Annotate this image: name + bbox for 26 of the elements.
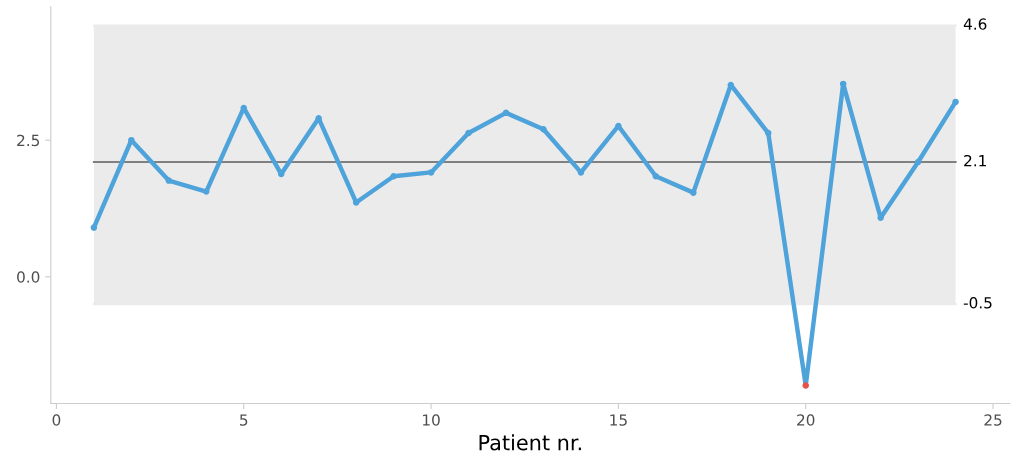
point [914, 158, 922, 166]
x-tick-label: 10 [423, 414, 440, 426]
point [540, 125, 547, 133]
x-tick-label: 25 [984, 414, 1002, 426]
x-axis-title: Patient nr. [479, 434, 581, 451]
x-tick-label: 15 [610, 414, 627, 426]
point [427, 169, 435, 176]
point [90, 224, 98, 231]
point [465, 129, 472, 137]
point [952, 98, 959, 106]
point [690, 189, 697, 196]
ref-line-label: 2.1 [964, 154, 986, 167]
x-tick-label: 20 [797, 414, 815, 426]
point [652, 172, 660, 180]
y-tick-label: 0.0 [17, 271, 40, 283]
point [765, 129, 772, 137]
point [802, 382, 809, 389]
x-tick-label: 5 [240, 414, 248, 426]
point [165, 177, 173, 184]
ref-line-label: 4.6 [963, 18, 987, 30]
ref-line-label: -0.5 [963, 296, 992, 309]
point [390, 172, 397, 180]
y-tick-label: 2.5 [17, 134, 40, 147]
point [502, 109, 510, 117]
x-tick-label: 0 [52, 414, 61, 426]
point [203, 188, 210, 195]
